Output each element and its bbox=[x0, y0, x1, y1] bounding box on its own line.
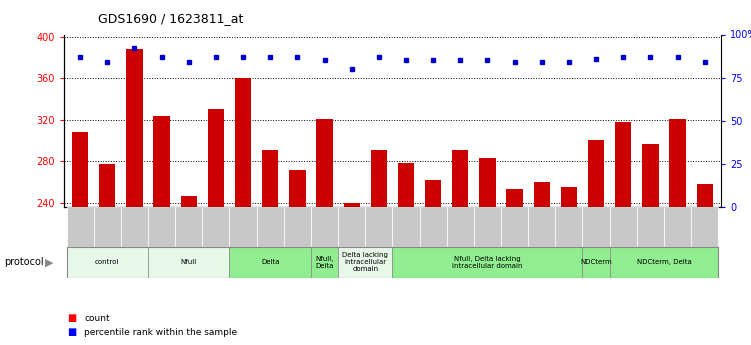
Bar bbox=[153, 116, 170, 207]
Bar bbox=[316, 119, 333, 207]
Text: percentile rank within the sample: percentile rank within the sample bbox=[84, 328, 237, 337]
Bar bbox=[637, 207, 664, 247]
Bar bbox=[235, 78, 251, 207]
Bar bbox=[311, 207, 338, 247]
Bar bbox=[664, 207, 691, 247]
Bar bbox=[588, 140, 605, 207]
Bar bbox=[534, 182, 550, 207]
Bar bbox=[148, 207, 175, 247]
Text: Nfull, Delta lacking
intracellular domain: Nfull, Delta lacking intracellular domai… bbox=[452, 256, 523, 269]
Bar bbox=[311, 247, 338, 278]
Bar bbox=[67, 247, 148, 278]
Bar bbox=[365, 207, 392, 247]
Bar bbox=[338, 247, 392, 278]
Bar bbox=[175, 207, 202, 247]
Bar bbox=[208, 109, 224, 207]
Bar bbox=[67, 207, 94, 247]
Bar bbox=[696, 184, 713, 207]
Bar bbox=[583, 207, 610, 247]
Bar bbox=[262, 150, 279, 207]
Bar bbox=[669, 119, 686, 207]
Text: NDCterm, Delta: NDCterm, Delta bbox=[637, 259, 692, 265]
Text: ▶: ▶ bbox=[45, 257, 53, 267]
Text: control: control bbox=[95, 259, 119, 265]
Bar bbox=[257, 207, 284, 247]
Bar bbox=[371, 150, 387, 207]
Bar bbox=[610, 247, 718, 278]
Bar bbox=[121, 207, 148, 247]
Bar bbox=[126, 49, 143, 207]
Bar bbox=[610, 207, 637, 247]
Bar bbox=[94, 207, 121, 247]
Bar bbox=[284, 207, 311, 247]
Bar bbox=[343, 203, 360, 207]
Bar bbox=[230, 247, 311, 278]
Bar bbox=[230, 207, 257, 247]
Bar bbox=[583, 247, 610, 278]
Bar bbox=[561, 187, 577, 207]
Text: Delta lacking
intracellular
domain: Delta lacking intracellular domain bbox=[342, 252, 388, 272]
Bar bbox=[479, 158, 496, 207]
Text: Nfull,
Delta: Nfull, Delta bbox=[315, 256, 333, 269]
Bar bbox=[420, 207, 447, 247]
Bar bbox=[528, 207, 555, 247]
Bar bbox=[202, 207, 230, 247]
Bar bbox=[691, 207, 718, 247]
Text: NDCterm: NDCterm bbox=[581, 259, 612, 265]
Text: count: count bbox=[84, 314, 110, 323]
Bar bbox=[148, 247, 230, 278]
Bar bbox=[180, 196, 197, 207]
Bar bbox=[72, 132, 89, 207]
Text: GDS1690 / 1623811_at: GDS1690 / 1623811_at bbox=[98, 12, 243, 25]
Text: ■: ■ bbox=[68, 313, 77, 323]
Bar bbox=[474, 207, 501, 247]
Text: protocol: protocol bbox=[4, 257, 44, 267]
Bar bbox=[398, 163, 414, 207]
Bar bbox=[392, 207, 420, 247]
Bar bbox=[392, 247, 583, 278]
Bar bbox=[289, 170, 306, 207]
Bar bbox=[642, 144, 659, 207]
Bar bbox=[338, 207, 365, 247]
Bar bbox=[501, 207, 528, 247]
Bar bbox=[506, 189, 523, 207]
Bar bbox=[447, 207, 474, 247]
Bar bbox=[425, 180, 442, 207]
Bar bbox=[99, 165, 116, 207]
Bar bbox=[452, 150, 469, 207]
Text: Delta: Delta bbox=[261, 259, 279, 265]
Bar bbox=[615, 122, 632, 207]
Text: Nfull: Nfull bbox=[181, 259, 197, 265]
Bar bbox=[555, 207, 583, 247]
Text: ■: ■ bbox=[68, 327, 77, 337]
